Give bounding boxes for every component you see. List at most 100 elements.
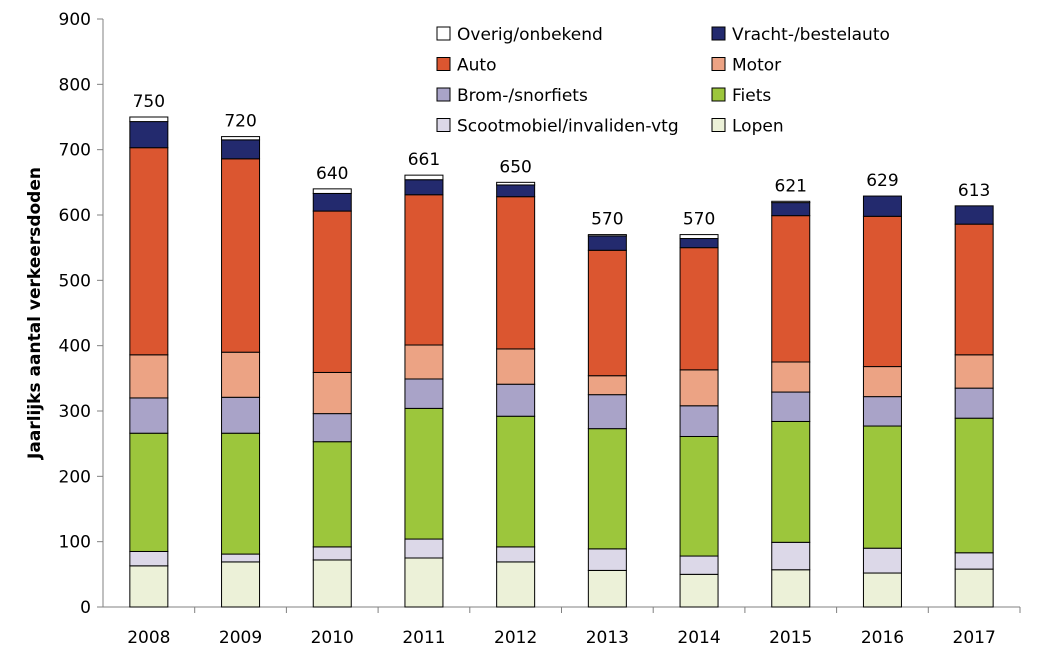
bar-2012-scootmobiel-invaliden-vtg bbox=[496, 546, 536, 563]
bar-2012-overig-onbekend bbox=[496, 181, 536, 186]
y-tick-label: 0 bbox=[80, 598, 91, 618]
legend-swatch-vracht-bestelauto bbox=[711, 26, 726, 41]
x-tick-label-2015: 2015 bbox=[769, 628, 812, 648]
bar-2009-fiets bbox=[221, 432, 261, 555]
bar-2017-vracht-bestelauto bbox=[954, 205, 994, 225]
bar-2009-motor bbox=[221, 351, 261, 398]
bar-2016-brom-snorfiets bbox=[862, 396, 902, 427]
x-axis: 2008 2009 2010 2011 2012 2013 2014 2015 2016 2017 bbox=[103, 606, 1021, 648]
x-tick-label-2017: 2017 bbox=[953, 628, 996, 648]
total-label-2015: 621 bbox=[775, 176, 807, 196]
legend-label-motor: Motor bbox=[732, 56, 781, 76]
bar-2012-motor bbox=[496, 348, 536, 385]
y-tick-label: 400 bbox=[59, 337, 91, 357]
total-label-2017: 613 bbox=[958, 181, 990, 201]
x-tick-label-2012: 2012 bbox=[494, 628, 537, 648]
y-tick-label: 500 bbox=[59, 271, 91, 291]
bar-2008-fiets bbox=[129, 432, 169, 552]
legend-label-fiets: Fiets bbox=[732, 86, 771, 106]
y-axis-title: Jaarlijks aantal verkeersdoden bbox=[25, 167, 45, 460]
legend-swatch-lopen bbox=[711, 118, 726, 132]
bar-2016-motor bbox=[862, 366, 902, 398]
bar-2010-brom-snorfiets bbox=[312, 413, 352, 443]
legend-swatch-motor bbox=[711, 57, 726, 71]
legend-swatch-scootmobiel-invaliden-vtg bbox=[436, 118, 451, 132]
y-tick-label: 600 bbox=[59, 206, 91, 226]
bar-2010-scootmobiel-invaliden-vtg bbox=[312, 546, 352, 561]
total-label-2010: 640 bbox=[316, 164, 348, 184]
x-tick-label-2009: 2009 bbox=[219, 628, 262, 648]
legend-label-scootmobiel-invaliden-vtg: Scootmobiel/invaliden-vtg bbox=[457, 117, 679, 137]
total-label-2008: 750 bbox=[133, 92, 165, 112]
bar-2010-vracht-bestelauto bbox=[312, 192, 352, 212]
bar-2015-scootmobiel-invaliden-vtg bbox=[771, 541, 811, 571]
total-label-2016: 629 bbox=[866, 171, 898, 191]
bar-2014-overig-onbekend bbox=[679, 234, 719, 240]
bar-2016-lopen bbox=[862, 572, 902, 608]
bar-2009-scootmobiel-invaliden-vtg bbox=[221, 553, 261, 563]
bar-2008-brom-snorfiets bbox=[129, 397, 169, 434]
bar-2017-fiets bbox=[954, 417, 994, 554]
x-tick-label-2013: 2013 bbox=[586, 628, 629, 648]
bar-2016-scootmobiel-invaliden-vtg bbox=[862, 547, 902, 574]
bar-2009-lopen bbox=[221, 561, 261, 608]
bar-2011-brom-snorfiets bbox=[404, 378, 444, 409]
total-label-2014: 570 bbox=[683, 210, 715, 230]
bar-2011-overig-onbekend bbox=[404, 174, 444, 181]
bar-2013-auto bbox=[587, 249, 627, 377]
bar-2008-scootmobiel-invaliden-vtg bbox=[129, 550, 169, 567]
legend-label-overig-onbekend: Overig/onbekend bbox=[457, 25, 603, 45]
bar-2009-overig-onbekend bbox=[221, 136, 261, 141]
legend-label-lopen: Lopen bbox=[732, 117, 784, 137]
bar-2014-scootmobiel-invaliden-vtg bbox=[679, 555, 719, 575]
total-label-2012: 650 bbox=[499, 157, 531, 177]
bar-2014-lopen bbox=[679, 573, 719, 608]
legend-swatch-fiets bbox=[711, 87, 726, 102]
bar-2012-fiets bbox=[496, 415, 536, 548]
bar-2010-lopen bbox=[312, 559, 352, 608]
bar-2013-motor bbox=[587, 375, 627, 396]
legend-swatch-auto bbox=[436, 57, 451, 71]
bar-2012-brom-snorfiets bbox=[496, 383, 536, 417]
bar-2015-overig-onbekend bbox=[771, 200, 811, 204]
bar-2008-auto bbox=[129, 147, 169, 356]
bar-2009-brom-snorfiets bbox=[221, 396, 261, 434]
bar-2017-scootmobiel-invaliden-vtg bbox=[954, 552, 994, 570]
bar-2011-vracht-bestelauto bbox=[404, 179, 444, 196]
bar-2013-overig-onbekend bbox=[587, 234, 627, 237]
bar-2010-auto bbox=[312, 210, 352, 373]
bar-2017-auto bbox=[954, 223, 994, 356]
bar-2017-lopen bbox=[954, 568, 994, 608]
x-tick-label-2011: 2011 bbox=[402, 628, 445, 648]
total-label-2013: 570 bbox=[591, 210, 623, 230]
bar-2012-lopen bbox=[496, 561, 536, 608]
bar-2014-fiets bbox=[679, 435, 719, 557]
bar-2012-auto bbox=[496, 196, 536, 350]
bar-2016-auto bbox=[862, 215, 902, 368]
bar-2010-motor bbox=[312, 371, 352, 415]
bar-2015-motor bbox=[771, 361, 811, 393]
y-tick-label: 900 bbox=[59, 10, 91, 30]
bar-2017-motor bbox=[954, 354, 994, 389]
y-tick-label: 700 bbox=[59, 141, 91, 161]
bar-2015-lopen bbox=[771, 569, 811, 608]
bar-2013-lopen bbox=[587, 569, 627, 608]
x-tick-label-2014: 2014 bbox=[677, 628, 720, 648]
bar-2014-brom-snorfiets bbox=[679, 405, 719, 437]
bar-2008-overig-onbekend bbox=[129, 116, 169, 123]
bar-2012-vracht-bestelauto bbox=[496, 184, 536, 198]
bar-2010-overig-onbekend bbox=[312, 188, 352, 194]
bar-2016-fiets bbox=[862, 425, 902, 549]
total-label-2009: 720 bbox=[224, 112, 256, 132]
y-tick-label: 100 bbox=[59, 533, 91, 553]
bar-2009-vracht-bestelauto bbox=[221, 139, 261, 160]
bar-2010-fiets bbox=[312, 441, 352, 548]
bar-2015-brom-snorfiets bbox=[771, 391, 811, 422]
total-labels: 750 720 640 661 650 570 570 621 629 613 bbox=[133, 92, 991, 230]
y-tick-label: 200 bbox=[59, 467, 91, 487]
legend-label-auto: Auto bbox=[457, 56, 496, 76]
bar-2013-brom-snorfiets bbox=[587, 394, 627, 430]
bar-2008-lopen bbox=[129, 565, 169, 608]
y-tick-label: 800 bbox=[59, 75, 91, 95]
